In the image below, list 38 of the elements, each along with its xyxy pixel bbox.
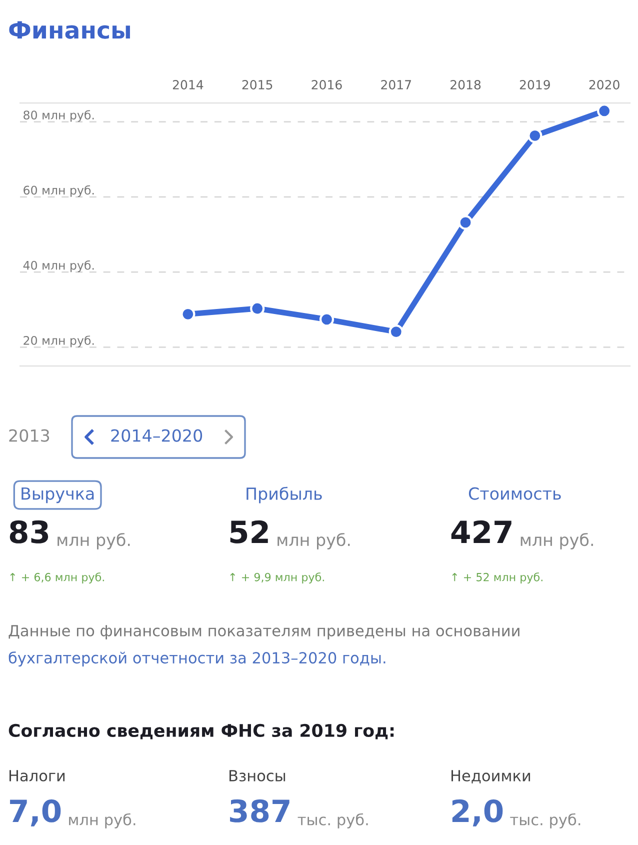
x-tick-label: 2018 xyxy=(450,80,481,90)
text: 427 xyxy=(451,520,512,543)
x-tick-label: 2014 xyxy=(172,80,204,90)
text: Прибыль xyxy=(246,486,322,504)
text: Согласно сведениям ФНС за 2019 год: xyxy=(8,724,394,740)
y-tick-label: 20 млн руб. xyxy=(24,336,94,348)
x-tick-label: 2016 xyxy=(312,80,342,90)
y-tick-label: 80 млн руб. xyxy=(24,110,94,122)
text: Взносы xyxy=(230,770,286,782)
x-tick-label: 2017 xyxy=(381,80,411,90)
text: Стоимость xyxy=(468,487,561,500)
text: 52 xyxy=(230,520,268,544)
text: ↑ + 52 млн руб. xyxy=(452,572,542,584)
text: млн руб. xyxy=(278,532,350,550)
text: тыс. руб. xyxy=(298,813,368,828)
text: 2,0 xyxy=(452,799,503,826)
text: млн руб. xyxy=(520,532,593,550)
x-tick-label: 2019 xyxy=(520,80,550,90)
text: Налоги xyxy=(10,770,65,782)
x-tick-label: 2020 xyxy=(589,80,620,90)
text: 7,0 xyxy=(10,799,61,826)
text: 2013 xyxy=(9,429,50,442)
text: млн руб. xyxy=(58,532,130,550)
text: Данные по финансовым показателям приведены на основании xyxy=(8,625,520,640)
text: ↑ + 9,9 млн руб. xyxy=(230,572,324,584)
chart-title: Финансы xyxy=(9,21,130,39)
y-tick-label: 40 млн руб. xyxy=(23,260,94,272)
text: 387 xyxy=(230,799,290,822)
text: ↑ + 6,6 млн руб. xyxy=(10,572,104,584)
text: 83 xyxy=(10,520,48,544)
text: млн руб. xyxy=(69,813,136,828)
text: Выручка xyxy=(22,487,94,504)
text: бухгалтерской отчетности за 2013–2020 годы. xyxy=(8,651,386,667)
x-tick-label: 2015 xyxy=(242,80,272,90)
text: тыс. руб. xyxy=(510,813,580,828)
y-tick-label: 60 млн руб. xyxy=(24,185,94,197)
text: 2014–2020 xyxy=(111,429,202,442)
text: Недоимки xyxy=(452,770,530,784)
